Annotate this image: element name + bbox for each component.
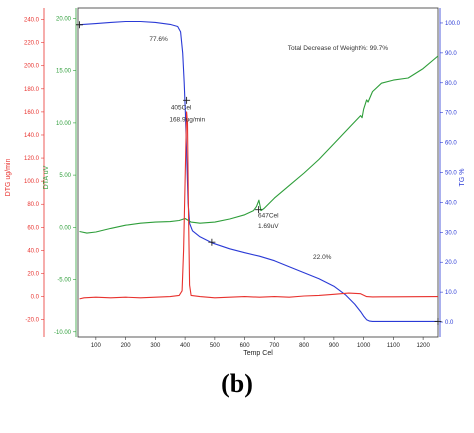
x-tick-label: 600 <box>240 343 251 349</box>
dtg-tick-label: 240.0 <box>24 18 40 24</box>
dta-tick-label: 10.00 <box>56 121 72 127</box>
dtg-axis-label: DTG ug/min <box>5 159 12 197</box>
chart-annotation: 22.0% <box>313 254 332 261</box>
chart-annotation: 1.69uV <box>258 223 279 230</box>
dta-tick-label: 5.00 <box>59 173 71 179</box>
chart-svg: 100 200 300 400 500 600 700 800 900 1000 1100 1200 T… <box>5 7 466 357</box>
x-tick-label: 200 <box>121 343 132 349</box>
tg-tick-label: 20.0 <box>445 260 457 266</box>
tg-tick-label: 40.0 <box>445 200 457 206</box>
series-line-dta <box>79 55 439 234</box>
tg-tick-label: 90.0 <box>445 51 457 57</box>
x-tick-label: 800 <box>299 343 310 349</box>
x-tick-label: 400 <box>180 343 191 349</box>
chart-annotation: 405Cel <box>171 105 192 112</box>
point-marker <box>208 238 216 246</box>
dta-tick-label: 20.00 <box>56 16 72 22</box>
x-tick-label: 100 <box>91 343 102 349</box>
tg-tick-label: 30.0 <box>445 230 457 236</box>
figure-caption: (b) <box>221 369 253 398</box>
point-marker <box>255 206 263 214</box>
x-axis-label: Temp Cel <box>243 350 273 357</box>
x-tick-label: 300 <box>150 343 161 349</box>
series-line-tg <box>79 20 438 322</box>
dtg-tick-label: 40.0 <box>27 248 39 254</box>
dtg-tick-label: 140.0 <box>24 133 40 139</box>
dta-tick-label: -5.00 <box>57 278 71 284</box>
dtg-tick-label: 80.0 <box>27 202 39 208</box>
chart-annotation: 647Cel <box>258 212 279 219</box>
dtg-tick-label: 160.0 <box>24 110 40 116</box>
dtg-tick-label: 220.0 <box>24 41 40 47</box>
dtg-tick-label: 60.0 <box>27 225 39 231</box>
dtg-tick-label: -20.0 <box>25 318 39 324</box>
plot-frame <box>77 7 439 338</box>
dtg-tick-label: 20.0 <box>27 272 39 278</box>
x-tick-label: 900 <box>329 343 340 349</box>
dtg-tick-label: 100.0 <box>24 179 40 185</box>
dta-tick-label: 15.00 <box>56 69 72 75</box>
chart-annotation: 77.6% <box>149 36 168 43</box>
dtg-tick-label: 200.0 <box>24 64 40 70</box>
chart-annotation: 168.9ug/min <box>169 117 205 124</box>
point-marker <box>183 96 191 104</box>
dta-tick-label: 0.00 <box>59 225 71 231</box>
point-marker <box>434 317 442 325</box>
tg-tick-label: 60.0 <box>445 141 457 147</box>
x-tick-label: 1000 <box>357 343 371 349</box>
tg-tick-label: 50.0 <box>445 171 457 177</box>
dtg-tick-label: 180.0 <box>24 87 40 93</box>
tg-tick-label: 80.0 <box>445 81 457 87</box>
dta-tick-label: -10.00 <box>54 330 72 336</box>
x-tick-label: 500 <box>210 343 221 349</box>
chart-annotation: Total Decrease of Weight%: 99.7% <box>288 45 389 52</box>
tg-axis-label: TG % <box>459 169 466 187</box>
tg-tick-label: 10.0 <box>445 290 457 296</box>
x-tick-label: 1200 <box>416 343 430 349</box>
x-tick-label: 700 <box>269 343 280 349</box>
series-line-dtg <box>79 111 439 300</box>
dtg-tick-label: 0.0 <box>31 295 40 301</box>
tg-tick-label: 0.0 <box>445 320 454 326</box>
dta-axis-label: DTA uV <box>43 165 50 189</box>
x-tick-label: 1100 <box>387 343 401 349</box>
point-marker <box>75 21 83 29</box>
dtg-tick-label: 120.0 <box>24 156 40 162</box>
tg-tick-label: 70.0 <box>445 111 457 117</box>
tg-tick-label: 100.0 <box>445 21 461 27</box>
